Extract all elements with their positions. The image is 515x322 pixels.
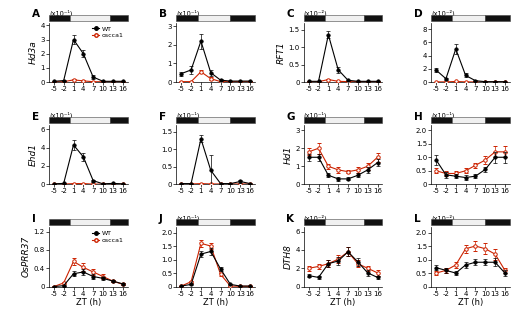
Bar xyxy=(485,15,510,21)
Text: (x10⁻¹): (x10⁻¹) xyxy=(49,9,73,17)
Bar xyxy=(485,117,510,123)
Text: K: K xyxy=(286,214,295,224)
Y-axis label: DTH8: DTH8 xyxy=(283,244,293,269)
Text: (x10⁻²): (x10⁻²) xyxy=(431,9,455,17)
Text: L: L xyxy=(414,214,421,224)
Text: D: D xyxy=(414,9,422,19)
Bar xyxy=(431,117,453,123)
Text: C: C xyxy=(286,9,294,19)
Text: (x10⁻²): (x10⁻²) xyxy=(304,214,328,222)
Text: (x10⁻¹): (x10⁻¹) xyxy=(431,112,455,119)
Bar xyxy=(70,219,110,225)
Bar xyxy=(49,219,70,225)
Bar xyxy=(325,15,365,21)
X-axis label: ZT (h): ZT (h) xyxy=(76,298,101,307)
Bar xyxy=(365,219,383,225)
Text: (x10⁻²): (x10⁻²) xyxy=(431,214,455,222)
Bar xyxy=(304,15,325,21)
Text: F: F xyxy=(159,112,166,122)
Y-axis label: OsPRR37: OsPRR37 xyxy=(22,236,31,278)
Bar xyxy=(198,15,230,21)
Text: (x10⁻¹): (x10⁻¹) xyxy=(176,9,200,17)
Bar xyxy=(49,117,70,123)
Bar xyxy=(230,15,255,21)
Bar xyxy=(304,117,325,123)
Bar xyxy=(110,219,128,225)
Text: J: J xyxy=(159,214,163,224)
X-axis label: ZT (h): ZT (h) xyxy=(203,298,228,307)
Bar xyxy=(485,219,510,225)
Text: (x10⁻¹): (x10⁻¹) xyxy=(49,112,73,119)
Bar xyxy=(176,219,198,225)
Bar xyxy=(110,117,128,123)
X-axis label: ZT (h): ZT (h) xyxy=(331,298,356,307)
Text: E: E xyxy=(31,112,39,122)
Y-axis label: RFT1: RFT1 xyxy=(277,41,286,63)
Y-axis label: Hd1: Hd1 xyxy=(283,146,293,164)
Bar xyxy=(431,219,453,225)
Bar xyxy=(70,15,110,21)
Text: (x10⁻¹): (x10⁻¹) xyxy=(176,214,200,222)
Legend: WT, oscca1: WT, oscca1 xyxy=(91,26,125,39)
Text: H: H xyxy=(414,112,423,122)
Text: (x10⁻²): (x10⁻²) xyxy=(304,9,328,17)
Bar xyxy=(453,117,485,123)
Bar xyxy=(325,117,365,123)
Text: A: A xyxy=(31,9,40,19)
Text: (x10⁻¹): (x10⁻¹) xyxy=(304,112,327,119)
Bar xyxy=(431,15,453,21)
Bar xyxy=(365,15,383,21)
Y-axis label: Hd3a: Hd3a xyxy=(28,40,38,64)
Bar xyxy=(365,117,383,123)
Y-axis label: Ehd1: Ehd1 xyxy=(28,143,38,166)
Bar xyxy=(453,219,485,225)
Text: I: I xyxy=(31,214,36,224)
Text: (x10⁻¹): (x10⁻¹) xyxy=(176,112,200,119)
Text: B: B xyxy=(159,9,167,19)
Bar xyxy=(198,219,230,225)
Bar xyxy=(176,15,198,21)
Bar xyxy=(70,117,110,123)
Bar xyxy=(110,15,128,21)
Bar xyxy=(325,219,365,225)
Bar xyxy=(230,219,255,225)
Text: G: G xyxy=(286,112,295,122)
Bar xyxy=(49,15,70,21)
Bar xyxy=(453,15,485,21)
Bar xyxy=(230,117,255,123)
X-axis label: ZT (h): ZT (h) xyxy=(458,298,483,307)
Legend: WT, oscca1: WT, oscca1 xyxy=(91,230,125,243)
Bar xyxy=(176,117,198,123)
Bar xyxy=(198,117,230,123)
Bar xyxy=(304,219,325,225)
